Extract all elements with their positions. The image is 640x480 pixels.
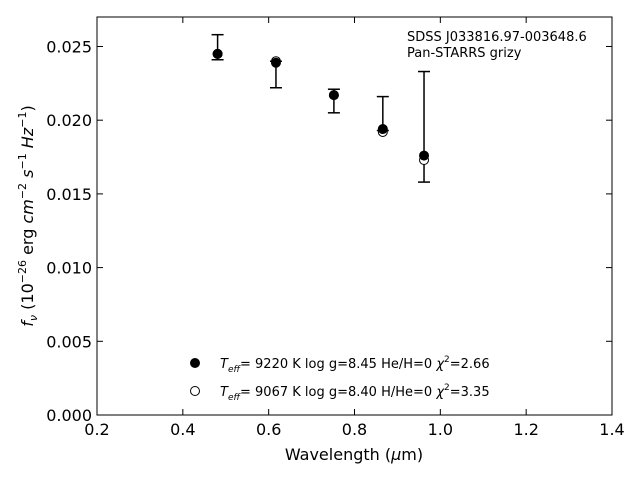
annotation-object-name: SDSS J033816.97-003648.6	[407, 30, 587, 45]
legend-entry-2: Teff= 9067 K log g=8.40 H/He=0 χ2=3.35	[220, 383, 490, 403]
annotation-filters: Pan-STARRS grizy	[407, 46, 522, 61]
point-filled	[328, 90, 339, 101]
x-tick-label: 0.6	[256, 420, 281, 439]
y-tick-label: 0.020	[46, 111, 92, 130]
x-tick-label: 1.2	[513, 420, 538, 439]
data-points	[212, 48, 430, 165]
x-axis-ticks: 0.2 0.4 0.6 0.8 1.0 1.2 1.4	[84, 17, 625, 439]
x-tick-label: 1.0	[428, 420, 453, 439]
x-tick-label: 0.2	[84, 420, 109, 439]
legend-marker-open	[190, 386, 200, 396]
error-bars	[211, 33, 431, 183]
point-filled	[270, 57, 281, 68]
y-tick-label: 0.000	[46, 406, 92, 425]
y-tick-label: 0.015	[46, 185, 92, 204]
legend: Teff= 9220 K log g=8.45 He/H=0 χ2=2.66 T…	[190, 355, 490, 403]
x-tick-label: 1.4	[599, 420, 624, 439]
legend-entry-1: Teff= 9220 K log g=8.45 He/H=0 χ2=2.66	[220, 355, 490, 375]
legend-marker-filled	[190, 358, 200, 368]
point-filled	[419, 150, 430, 161]
y-tick-label: 0.005	[46, 332, 92, 351]
point-filled	[377, 124, 388, 135]
y-tick-label: 0.010	[46, 259, 92, 278]
plot-frame	[96, 16, 613, 416]
y-tick-label: 0.025	[46, 37, 92, 56]
x-tick-label: 0.4	[170, 420, 195, 439]
point-filled	[212, 48, 223, 59]
y-axis-label: fν (10−26 erg cm−2 s−1 Hz−1)	[16, 105, 40, 326]
x-axis-label: Wavelength (μm)	[285, 445, 423, 464]
y-axis-ticks: 0.000 0.005 0.010 0.015 0.020 0.025	[46, 37, 612, 425]
x-tick-label: 0.8	[342, 420, 367, 439]
